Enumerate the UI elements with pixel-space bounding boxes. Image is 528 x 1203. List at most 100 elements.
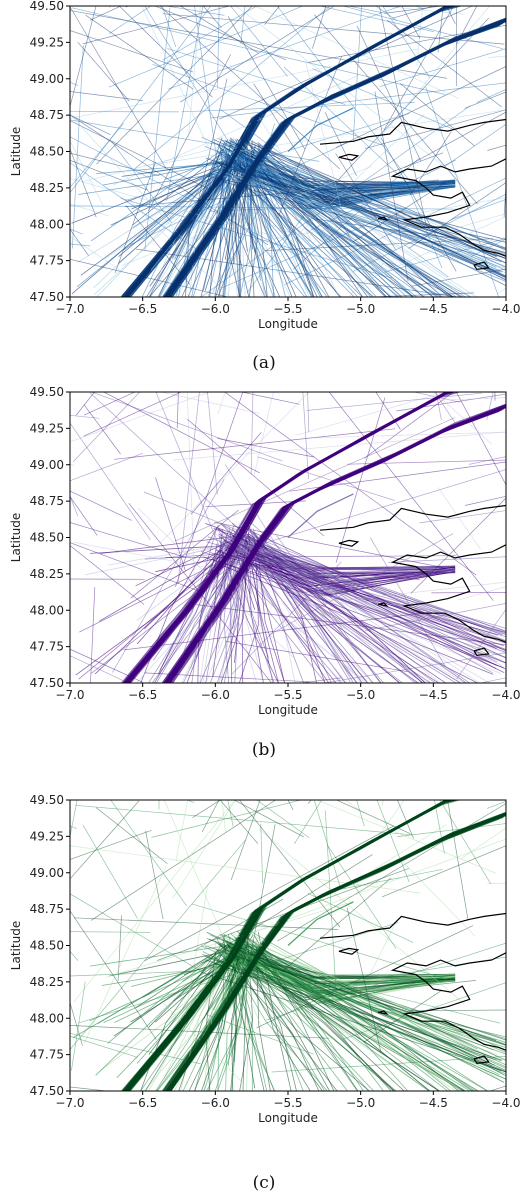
- background-track: [412, 392, 461, 403]
- background-track: [365, 109, 506, 149]
- background-track: [70, 140, 104, 207]
- y-tick-label: 47.50: [30, 676, 64, 690]
- background-track: [117, 915, 122, 981]
- background-track: [70, 113, 197, 254]
- coastline: [319, 912, 506, 1065]
- background-track: [464, 91, 506, 109]
- background-track: [70, 10, 448, 79]
- background-track: [175, 800, 189, 861]
- background-track: [264, 238, 494, 252]
- background-track: [157, 997, 243, 1082]
- background-track: [260, 823, 263, 884]
- background-track: [226, 641, 408, 672]
- x-tick-label: −5.5: [273, 1096, 302, 1110]
- background-track: [154, 6, 287, 61]
- background-track: [163, 800, 263, 1030]
- se-track: [202, 556, 506, 651]
- se-track: [252, 558, 506, 633]
- y-axis-label: Latitude: [9, 921, 23, 970]
- background-track: [70, 136, 297, 256]
- background-track: [70, 152, 160, 177]
- spread-track: [205, 952, 216, 1091]
- background-track: [70, 845, 421, 894]
- background-track: [455, 392, 506, 486]
- background-track: [365, 603, 506, 631]
- background-track: [381, 794, 435, 795]
- spread-track: [148, 142, 225, 297]
- background-track: [253, 392, 274, 476]
- background-track: [360, 824, 447, 879]
- spread-track: [235, 959, 370, 1091]
- background-track: [70, 6, 97, 108]
- background-track: [287, 800, 294, 811]
- background-track: [70, 1086, 111, 1091]
- background-track: [90, 800, 277, 921]
- background-track: [224, 392, 477, 576]
- background-track: [114, 428, 396, 460]
- background-track: [316, 431, 506, 439]
- spread-track: [215, 163, 306, 297]
- se-track: [220, 934, 506, 1051]
- background-track: [219, 800, 259, 844]
- background-track: [233, 800, 304, 838]
- se-track: [247, 542, 506, 651]
- lane-track: [125, 6, 452, 297]
- background-track: [155, 392, 223, 553]
- background-track: [516, 427, 528, 489]
- y-tick-label: 49.00: [30, 458, 64, 472]
- background-track: [70, 111, 179, 113]
- x-tick-label: −4.5: [419, 302, 448, 316]
- se-track: [250, 932, 500, 1080]
- background-track: [305, 61, 350, 241]
- lane-track: [162, 408, 501, 683]
- background-track: [70, 545, 145, 605]
- background-track: [404, 111, 506, 169]
- background-track: [70, 496, 98, 536]
- background-track: [70, 542, 204, 594]
- y-tick-label: 47.50: [30, 1084, 64, 1098]
- tracks-layer: [21, 386, 528, 683]
- x-tick-label: −7.0: [55, 688, 84, 702]
- background-track: [77, 41, 130, 102]
- spread-track: [223, 527, 238, 683]
- background-track: [248, 469, 506, 549]
- trajectory-plot-b: −7.0 −6.5 −6.0 −5.5 −5.0 −4.5 −4.0 47.50 47.75 48…: [9, 386, 528, 717]
- lane-track: [163, 817, 501, 1091]
- background-track: [335, 66, 506, 148]
- spread-track: [235, 957, 320, 1091]
- background-track: [302, 392, 309, 480]
- background-track: [83, 392, 183, 437]
- background-track: [437, 487, 481, 550]
- background-track: [227, 16, 306, 150]
- background-track: [206, 1014, 314, 1055]
- background-track: [254, 6, 459, 99]
- y-tick-label: 48.00: [30, 603, 64, 617]
- se-track: [200, 550, 506, 659]
- background-track: [328, 392, 494, 601]
- chart-panel-a: −7.0 −6.5 −6.0 −5.5 −5.0 −4.5 −4.0 47.50 47.75 48…: [0, 0, 528, 400]
- coastline-segment: [319, 504, 506, 531]
- background-track: [75, 392, 95, 416]
- background-track: [72, 392, 141, 462]
- trajectory-plot-a: −7.0 −6.5 −6.0 −5.5 −5.0 −4.5 −4.0 47.50 47.75 48…: [9, 0, 521, 331]
- background-track: [374, 91, 409, 282]
- x-tick-label: −7.0: [55, 302, 84, 316]
- se-track: [213, 962, 503, 1061]
- se-track: [256, 543, 497, 666]
- background-track: [70, 203, 109, 217]
- background-track: [437, 6, 444, 53]
- y-tick-label: 48.75: [30, 494, 64, 508]
- background-track: [21, 386, 61, 495]
- background-track: [151, 800, 303, 838]
- background-track: [409, 1009, 506, 1012]
- se-track: [232, 952, 498, 1056]
- se-track: [218, 547, 502, 675]
- background-track: [70, 800, 140, 880]
- background-track: [356, 800, 365, 827]
- background-track: [335, 153, 396, 250]
- lane-track: [125, 392, 455, 683]
- background-track: [196, 604, 506, 646]
- background-track: [515, 432, 528, 653]
- approach-track: [287, 901, 354, 946]
- background-track: [283, 66, 416, 192]
